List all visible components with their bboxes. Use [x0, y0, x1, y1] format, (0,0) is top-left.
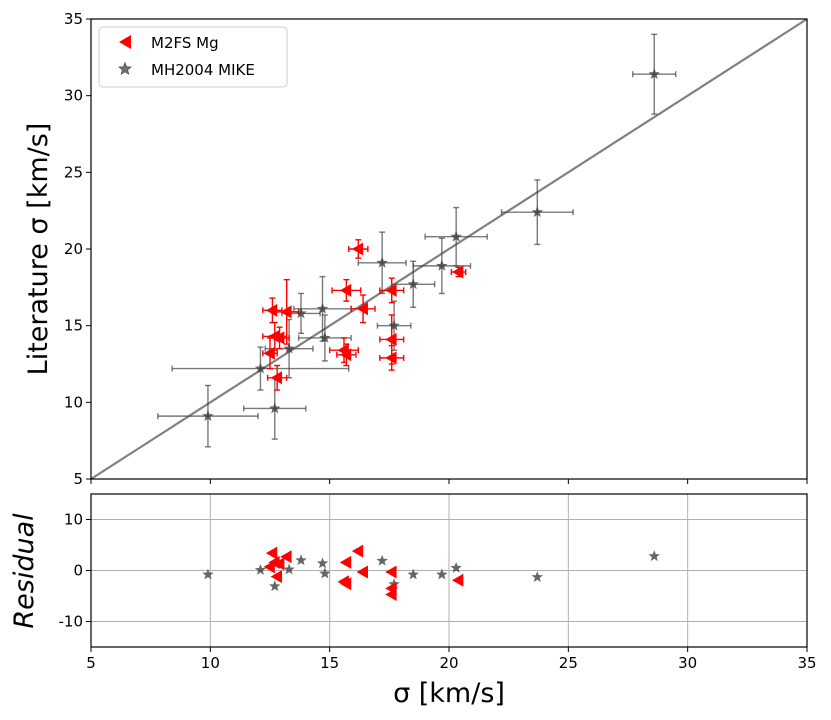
residual-m2fs-triangle-point: [385, 565, 397, 579]
residual-mike-star-point: [319, 567, 331, 579]
legend-triangle-marker: [119, 35, 131, 49]
legend: M2FS Mg MH2004 MIKE: [98, 26, 288, 88]
residual-y-tick-label: 0: [73, 562, 83, 580]
mike-star-point: [254, 362, 267, 374]
main-points-layer: [202, 68, 660, 421]
residual-m2fs-triangle-point: [385, 587, 397, 601]
residual-mike-star-point: [407, 568, 419, 580]
residual-x-tick-label: 10: [201, 654, 220, 672]
residual-mike-star-point: [295, 554, 307, 566]
residual-mike-star-point: [648, 550, 660, 562]
legend-label-mike: MH2004 MIKE: [151, 61, 255, 79]
main-y-tick-label: 5: [73, 470, 83, 488]
main-y-tick-label: 30: [64, 87, 83, 105]
residual-m2fs-triangle-point: [339, 555, 352, 569]
m2fs-triangle-point: [263, 346, 275, 360]
residual-mike-star-point: [436, 568, 448, 580]
residual-x-tick-label: 20: [439, 654, 458, 672]
m2fs-triangle-point: [452, 265, 464, 279]
mike-star-point: [648, 68, 660, 80]
main-panel: 5 10 15 20 25 30 35 Literature σ [km/s]: [23, 10, 808, 488]
residual-mike-star-point: [316, 557, 329, 569]
m2fs-triangle-point: [280, 305, 292, 319]
m2fs-triangle-point: [385, 283, 397, 297]
mike-star-point: [295, 307, 307, 319]
residual-mike-star-point: [254, 563, 267, 575]
mike-star-point: [316, 302, 329, 314]
residual-mike-star-point: [202, 568, 214, 580]
legend-star-marker: [118, 61, 132, 75]
one-to-one-line: [90, 18, 808, 480]
residual-points-layer: [202, 544, 660, 601]
m2fs-triangle-point: [339, 348, 352, 362]
residual-mike-star-point: [531, 571, 544, 582]
main-y-tick-label: 20: [64, 240, 83, 258]
residual-m2fs-triangle-point: [452, 573, 464, 587]
m2fs-triangle-point: [356, 302, 368, 316]
residual-x-tick-label: 25: [559, 654, 578, 672]
residual-x-tick-label: 5: [86, 654, 96, 672]
residual-mike-star-point: [269, 580, 281, 592]
legend-label-m2fs: M2FS Mg: [151, 34, 219, 52]
residual-m2fs-triangle-point: [351, 544, 364, 558]
residual-mike-star-point: [283, 563, 295, 575]
residual-ticks: 5 10 15 20 25 30 35 -10 0 10: [59, 511, 817, 673]
residual-m2fs-triangle-point: [339, 577, 352, 591]
mike-star-point: [388, 319, 400, 331]
residual-x-tick-label: 30: [678, 654, 697, 672]
m2fs-triangle-point: [265, 303, 278, 317]
mike-star-point: [376, 256, 388, 268]
residual-mike-star-point: [450, 561, 462, 573]
main-y-tick-label: 10: [64, 393, 83, 411]
m2fs-triangle-point: [385, 332, 397, 346]
residual-m2fs-triangle-point: [280, 550, 292, 564]
m2fs-triangle-point: [339, 283, 352, 297]
residual-panel: 5 10 15 20 25 30 35 -10 0 10 Residual: [9, 493, 817, 673]
x-axis-title: σ [km/s]: [393, 678, 505, 709]
main-y-axis-title: Literature σ [km/s]: [23, 123, 54, 376]
mike-star-point: [202, 410, 214, 421]
residual-m2fs-triangle-point: [270, 570, 283, 584]
mike-star-point: [531, 206, 544, 218]
m2fs-triangle-point: [351, 242, 364, 256]
mike-star-point: [319, 331, 331, 343]
mike-star-point: [283, 342, 295, 354]
identity-line-layer: [90, 18, 808, 480]
main-y-tick-label: 35: [64, 10, 83, 28]
mike-star-point: [269, 402, 281, 414]
main-y-tick-label: 25: [64, 163, 83, 181]
residual-m2fs-triangle-point: [273, 557, 285, 571]
mike-star-point: [436, 259, 448, 271]
residual-m2fs-triangle-point: [265, 546, 278, 560]
m2fs-triangle-point: [270, 371, 283, 385]
mike-star-point: [407, 278, 419, 290]
m2fs-triangle-point: [273, 331, 285, 345]
residual-y-axis-title: Residual: [9, 513, 40, 629]
residual-m2fs-triangle-point: [263, 560, 275, 574]
residual-y-tick-label: -10: [59, 613, 84, 631]
mike-star-point: [450, 230, 462, 242]
residual-x-tick-label: 15: [320, 654, 339, 672]
main-ticks: 5 10 15 20 25 30 35: [64, 10, 808, 488]
main-y-tick-label: 15: [64, 317, 83, 335]
legend-box: [98, 26, 288, 88]
residual-m2fs-triangle-point: [356, 565, 368, 579]
residual-y-tick-label: 10: [64, 511, 83, 529]
residual-mike-star-point: [376, 554, 388, 566]
m2fs-triangle-point: [385, 351, 397, 365]
residual-x-tick-label: 35: [797, 654, 816, 672]
